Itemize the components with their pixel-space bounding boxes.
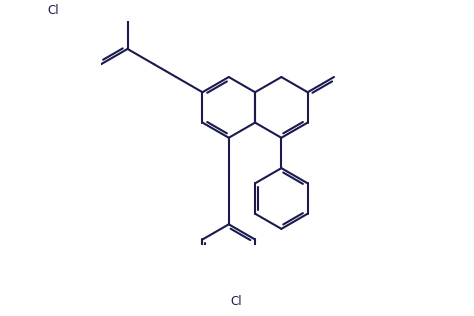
Text: Cl: Cl [230, 295, 242, 308]
Text: Cl: Cl [47, 4, 59, 17]
